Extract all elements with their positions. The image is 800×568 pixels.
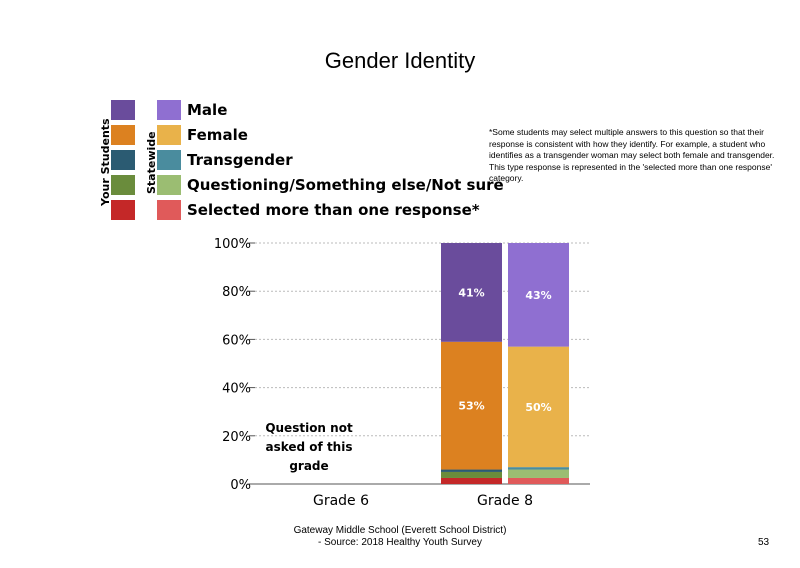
legend-key-your-male	[111, 100, 135, 120]
legend-label-transgender: Transgender	[187, 151, 293, 169]
legend-label-male: Male	[187, 101, 228, 119]
footer: Gateway Middle School (Everett School Di…	[250, 525, 550, 549]
x-tick-label: Grade 6	[313, 493, 369, 509]
bar-segment	[508, 243, 569, 347]
bar-segment	[441, 471, 502, 478]
bar-segment	[441, 469, 502, 472]
footnote: *Some students may select multiple answe…	[489, 127, 775, 183]
bar-segment	[441, 243, 502, 342]
legend-key-state-transgender	[157, 150, 181, 170]
legend-key-state-questioning	[157, 175, 181, 195]
page-number: 53	[758, 537, 770, 548]
legend-label-female: Female	[187, 126, 248, 144]
legend-key-your-questioning	[111, 175, 135, 195]
legend-key-state-multiple	[157, 200, 181, 220]
legend-label-multiple: Selected more than one response*	[187, 201, 480, 219]
y-tick-label: 0%	[230, 478, 251, 493]
y-tick-label: 20%	[222, 430, 251, 445]
legend-label-questioning: Questioning/Something else/Not sure	[187, 176, 504, 194]
data-label: 41%	[458, 286, 484, 299]
y-tick-label: 40%	[222, 382, 251, 397]
footer-school: Gateway Middle School (Everett School Di…	[293, 525, 507, 536]
bar-segment	[508, 469, 569, 478]
legend-key-your-transgender	[111, 150, 135, 170]
data-label: 43%	[525, 289, 551, 302]
bar-segment	[441, 341, 502, 470]
y-tick-label: 60%	[222, 333, 251, 348]
data-label: 50%	[525, 401, 551, 414]
y-tick-label: 100%	[214, 237, 251, 252]
legend-key-state-female	[157, 125, 181, 145]
bar-segment	[508, 477, 569, 484]
legend-key-state-male	[157, 100, 181, 120]
legend-key-your-multiple	[111, 200, 135, 220]
not-asked-note: Question not asked of this grade	[265, 421, 353, 473]
bar-segment	[441, 477, 502, 484]
bar-segment	[508, 467, 569, 470]
data-label: 53%	[458, 400, 484, 413]
chart-title: Gender Identity	[324, 48, 476, 73]
bar-segment	[508, 346, 569, 468]
y-tick-label: 80%	[222, 285, 251, 300]
footer-source: - Source: 2018 Healthy Youth Survey	[318, 537, 482, 548]
legend-key-your-female	[111, 125, 135, 145]
x-tick-label: Grade 8	[477, 493, 533, 509]
